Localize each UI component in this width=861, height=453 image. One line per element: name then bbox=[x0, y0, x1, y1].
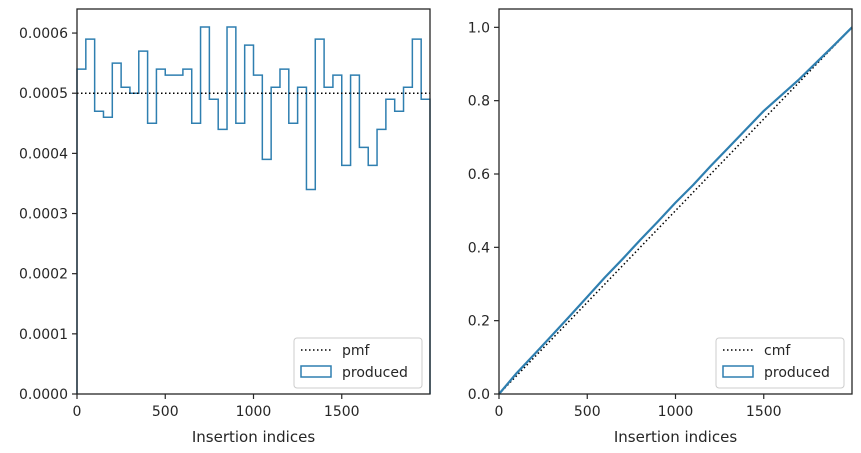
right-x-tick-label: 0 bbox=[495, 404, 504, 420]
left-y-ticks: 0.0000 0.0001 0.0002 0.0003 0.0004 0.0005 0.00… bbox=[19, 26, 77, 403]
right-chart: 0.0 0.2 0.4 0.6 0.8 1.0 0 500 1000 1500 Insertio… bbox=[468, 8, 853, 446]
left-x-tick-label: 500 bbox=[152, 404, 179, 420]
left-x-tick-label: 0 bbox=[73, 404, 82, 420]
right-x-axis-label: Insertion indices bbox=[614, 428, 737, 446]
right-legend-cmf-label: cmf bbox=[764, 343, 791, 359]
right-plot-area bbox=[498, 26, 853, 395]
right-y-ticks: 0.0 0.2 0.4 0.6 0.8 1.0 bbox=[468, 20, 499, 403]
right-y-tick-label: 0.0 bbox=[468, 387, 490, 403]
right-cmf-line bbox=[498, 26, 853, 395]
right-x-tick-label: 500 bbox=[574, 404, 601, 420]
left-plot-area bbox=[76, 26, 431, 394]
right-y-tick-label: 0.8 bbox=[468, 94, 490, 110]
left-y-tick-label: 0.0006 bbox=[19, 26, 68, 42]
left-y-tick-label: 0.0002 bbox=[19, 267, 68, 283]
right-x-ticks: 0 500 1000 1500 bbox=[495, 394, 782, 420]
left-y-tick-label: 0.0001 bbox=[19, 327, 68, 343]
right-y-tick-label: 0.6 bbox=[468, 167, 490, 183]
left-x-ticks: 0 500 1000 1500 bbox=[73, 394, 360, 420]
right-y-tick-label: 0.2 bbox=[468, 314, 490, 330]
right-legend-produced-swatch bbox=[722, 365, 754, 378]
right-y-tick-label: 0.4 bbox=[468, 240, 490, 256]
left-y-tick-label: 0.0004 bbox=[19, 146, 68, 162]
left-y-tick-label: 0.0005 bbox=[19, 86, 68, 102]
right-legend: cmf produced bbox=[715, 337, 845, 389]
left-legend: pmf produced bbox=[293, 337, 423, 389]
left-produced-step bbox=[76, 26, 431, 394]
left-legend-produced-swatch bbox=[300, 365, 332, 378]
right-x-tick-label: 1500 bbox=[746, 404, 782, 420]
left-y-tick-label: 0.0003 bbox=[19, 207, 68, 223]
left-legend-produced-label: produced bbox=[342, 365, 408, 381]
left-x-tick-label: 1000 bbox=[236, 404, 272, 420]
left-x-axis-label: Insertion indices bbox=[192, 428, 315, 446]
left-legend-pmf-label: pmf bbox=[342, 343, 371, 359]
left-y-tick-label: 0.0000 bbox=[19, 387, 68, 403]
right-y-tick-label: 1.0 bbox=[468, 20, 490, 36]
right-produced-line bbox=[498, 26, 853, 395]
right-x-tick-label: 1000 bbox=[658, 404, 694, 420]
left-x-tick-label: 1500 bbox=[324, 404, 360, 420]
right-legend-produced-label: produced bbox=[764, 365, 830, 381]
left-chart: 0.0000 0.0001 0.0002 0.0003 0.0004 0.0005 0.00… bbox=[19, 8, 431, 446]
